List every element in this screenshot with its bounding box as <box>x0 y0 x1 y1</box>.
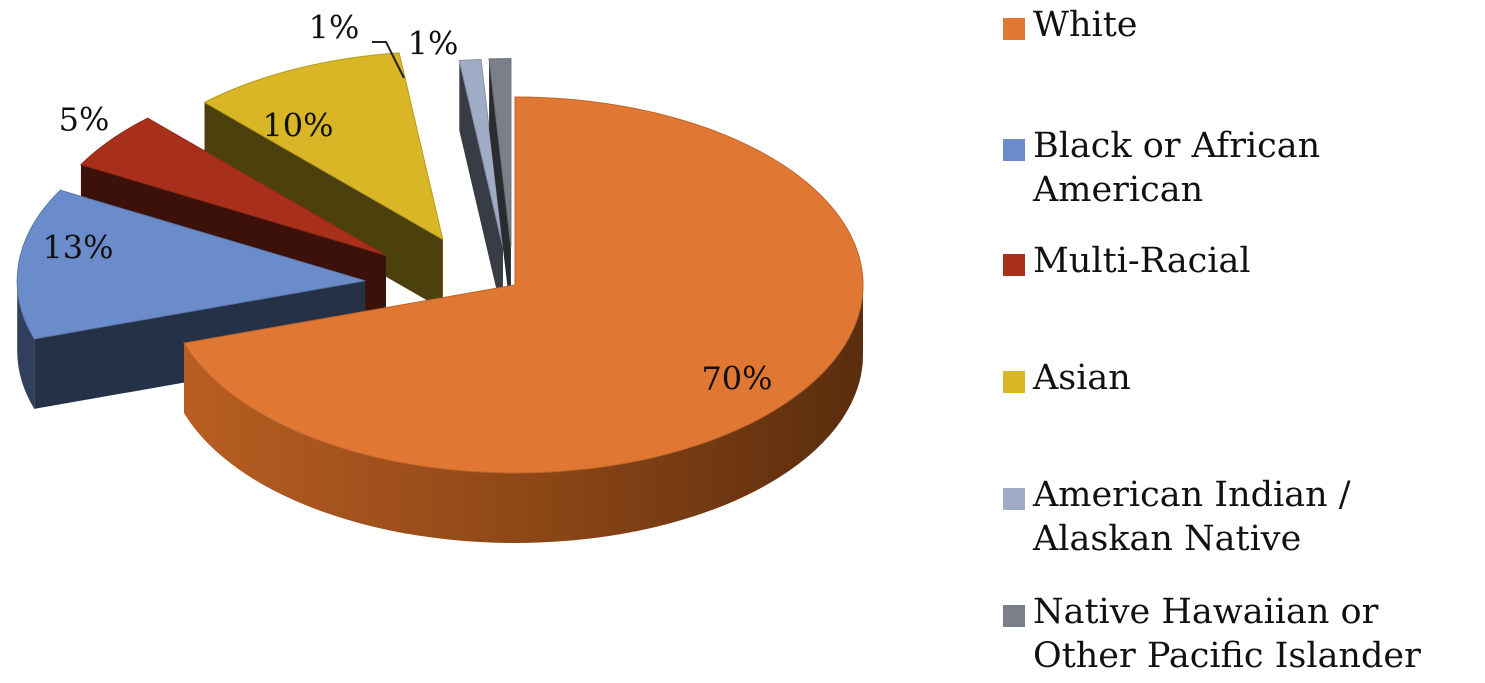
legend-swatch <box>1003 488 1025 510</box>
legend-item: Asian <box>1003 356 1473 400</box>
legend-item: American Indian / Alaskan Native <box>1003 473 1473 561</box>
legend-label: American Indian / Alaskan Native <box>1033 475 1351 559</box>
legend-item: Black or African American <box>1003 124 1473 212</box>
legend-label: Native Hawaiian or Other Pacific Islande… <box>1033 592 1421 676</box>
legend-label: White <box>1033 5 1138 45</box>
legend-label: Multi-Racial <box>1033 241 1251 281</box>
data-label-3: 10% <box>262 107 333 145</box>
data-label-1: 13% <box>42 229 113 267</box>
legend-item: Multi-Racial <box>1003 239 1473 283</box>
legend-item: Native Hawaiian or Other Pacific Islande… <box>1003 590 1473 678</box>
legend-swatch <box>1003 139 1025 161</box>
legend-swatch <box>1003 254 1025 276</box>
legend-swatch <box>1003 605 1025 627</box>
data-label-2: 5% <box>59 101 110 139</box>
legend-label: Black or African American <box>1033 126 1321 210</box>
legend-swatch <box>1003 371 1025 393</box>
pie-slice-0 <box>183 96 864 543</box>
data-label-4: 1% <box>309 9 360 47</box>
data-label-5: 1% <box>408 25 459 63</box>
legend: White Black or African American Multi-Raci… <box>1003 0 1483 683</box>
pie-slice-4 <box>458 58 504 318</box>
pie-slice-5 <box>488 58 512 317</box>
legend-item: White <box>1003 3 1473 47</box>
pie-chart: 70% 13% 5% 10% 1% 1% <box>16 9 864 543</box>
legend-swatch <box>1003 18 1025 40</box>
legend-label: Asian <box>1033 358 1131 398</box>
leader-line <box>372 41 405 79</box>
data-label-0: 70% <box>701 360 772 398</box>
